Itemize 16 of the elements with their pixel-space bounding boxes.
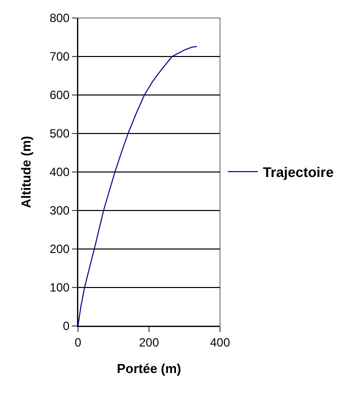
y-tick-label: 400	[50, 165, 70, 180]
y-tick-label: 0	[62, 319, 70, 334]
y-tick-label: 600	[50, 88, 70, 102]
y-tick-label: 100	[50, 280, 70, 295]
y-tick-label: 200	[50, 242, 70, 256]
y-tick-label: 800	[50, 11, 70, 26]
y-tick-label: 500	[50, 126, 70, 141]
x-tick-label: 200	[138, 335, 160, 350]
y-axis-title: Altitude (m)	[18, 136, 34, 208]
x-axis-title: Portée (m)	[116, 361, 182, 376]
legend-label: Trajectoire	[262, 164, 334, 180]
line-series	[78, 46, 198, 326]
x-tick-label: 400	[210, 335, 230, 350]
y-tick-label: 700	[50, 50, 70, 64]
x-tick-label: 0	[74, 335, 82, 350]
y-tick-label: 300	[50, 204, 70, 218]
